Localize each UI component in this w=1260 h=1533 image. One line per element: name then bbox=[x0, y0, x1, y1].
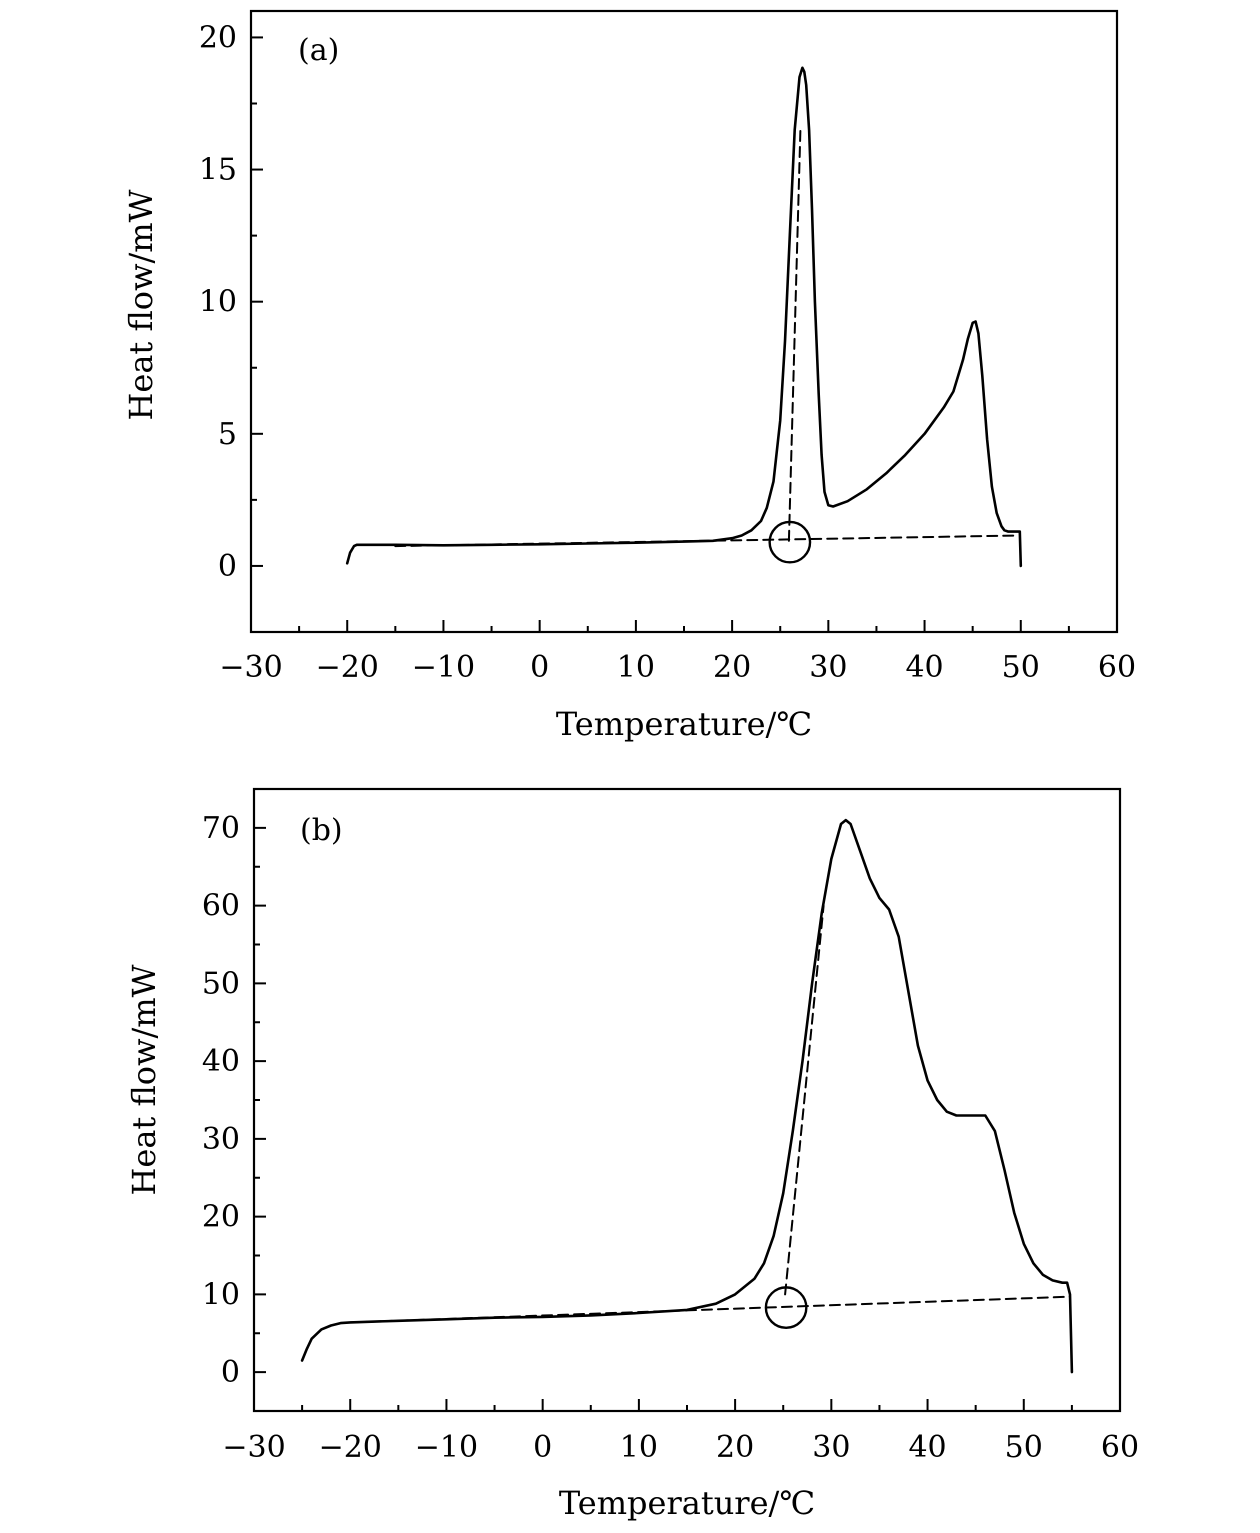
x-tick-label: −20 bbox=[316, 650, 379, 685]
x-tick-label: 10 bbox=[617, 650, 655, 685]
y-tick-label: 15 bbox=[199, 153, 237, 188]
x-tick-label: 40 bbox=[908, 1430, 946, 1465]
x-tick-label: 60 bbox=[1101, 1430, 1139, 1465]
onset-circle-marker bbox=[768, 520, 812, 564]
y-axis-title: Heat flow/mW bbox=[122, 189, 160, 420]
plot-frame-a bbox=[249, 9, 1119, 634]
y-tick-label: 20 bbox=[202, 1200, 240, 1235]
x-tick-label: −10 bbox=[415, 1430, 478, 1465]
x-tick-label: 10 bbox=[620, 1430, 658, 1465]
x-tick-label: 20 bbox=[716, 1430, 754, 1465]
y-tick-label: 0 bbox=[221, 1355, 240, 1390]
heat-flow-curve bbox=[300, 818, 1074, 1374]
y-tick-label: 20 bbox=[199, 20, 237, 55]
x-axis-title: Temperature/℃ bbox=[559, 1484, 815, 1522]
y-tick-label: 10 bbox=[202, 1277, 240, 1312]
y-tick-label: 0 bbox=[218, 549, 237, 584]
x-tick-label: −30 bbox=[222, 1430, 285, 1465]
x-axis-title: Temperature/℃ bbox=[556, 705, 812, 743]
x-tick-label: 20 bbox=[713, 650, 751, 685]
onset-circle-marker bbox=[764, 1286, 808, 1329]
y-tick-label: 70 bbox=[202, 811, 240, 846]
dashed-tangent-line bbox=[787, 128, 802, 542]
panel-label-b: (b) bbox=[300, 813, 343, 848]
chart-panel-a: −30 −20 −10 0 10 20 30 40 50 60 0 5 10 15 20 Temperatur… bbox=[122, 9, 1136, 743]
y-tick-label: 10 bbox=[199, 285, 237, 320]
y-tick-label: 40 bbox=[202, 1044, 240, 1079]
y-axis-title: Heat flow/mW bbox=[125, 964, 163, 1195]
x-tick-label: −30 bbox=[219, 650, 282, 685]
y-tick-label: 60 bbox=[202, 889, 240, 924]
x-tick-label: 60 bbox=[1098, 650, 1136, 685]
dashed-tangent-line bbox=[394, 534, 1020, 548]
plot-frame-b bbox=[252, 787, 1122, 1413]
panel-label-a: (a) bbox=[298, 33, 339, 68]
dashed-tangent-line bbox=[349, 1295, 1071, 1324]
x-tick-label: −20 bbox=[319, 1430, 382, 1465]
y-tick-label: 50 bbox=[202, 966, 240, 1001]
chart-panel-b: −30 −20 −10 0 10 20 30 40 50 60 0 10 20 30 40 50 60 70 Tem… bbox=[125, 787, 1139, 1522]
x-tick-label: −10 bbox=[412, 650, 475, 685]
x-tick-label: 40 bbox=[905, 650, 943, 685]
x-tick-label: 50 bbox=[1002, 650, 1040, 685]
x-tick-label: 30 bbox=[809, 650, 847, 685]
heat-flow-curve bbox=[345, 66, 1023, 568]
y-tick-label: 30 bbox=[202, 1122, 240, 1157]
y-tick-label: 5 bbox=[218, 417, 237, 452]
x-tick-label: 50 bbox=[1005, 1430, 1043, 1465]
x-tick-label: 0 bbox=[530, 650, 549, 685]
x-tick-label: 0 bbox=[533, 1430, 552, 1465]
x-tick-label: 30 bbox=[812, 1430, 850, 1465]
dashed-tangent-line bbox=[784, 904, 825, 1296]
